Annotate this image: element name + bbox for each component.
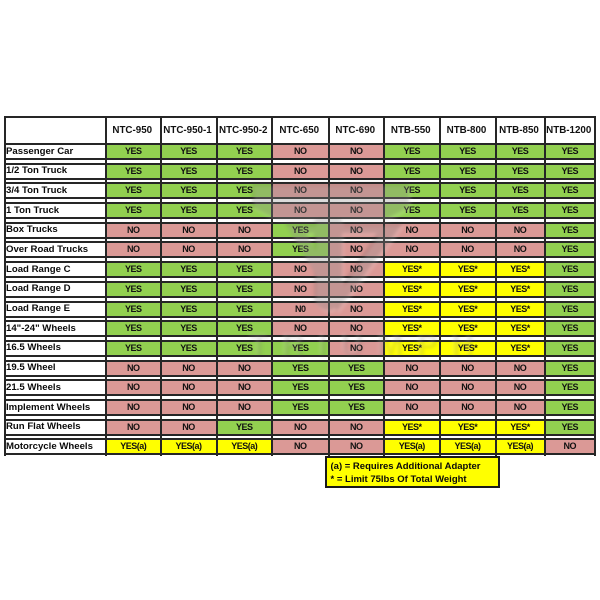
svg-text:TRIUMPH: TRIUMPH	[248, 326, 476, 361]
svg-text:TRIUMPH: TRIUMPH	[250, 328, 478, 363]
